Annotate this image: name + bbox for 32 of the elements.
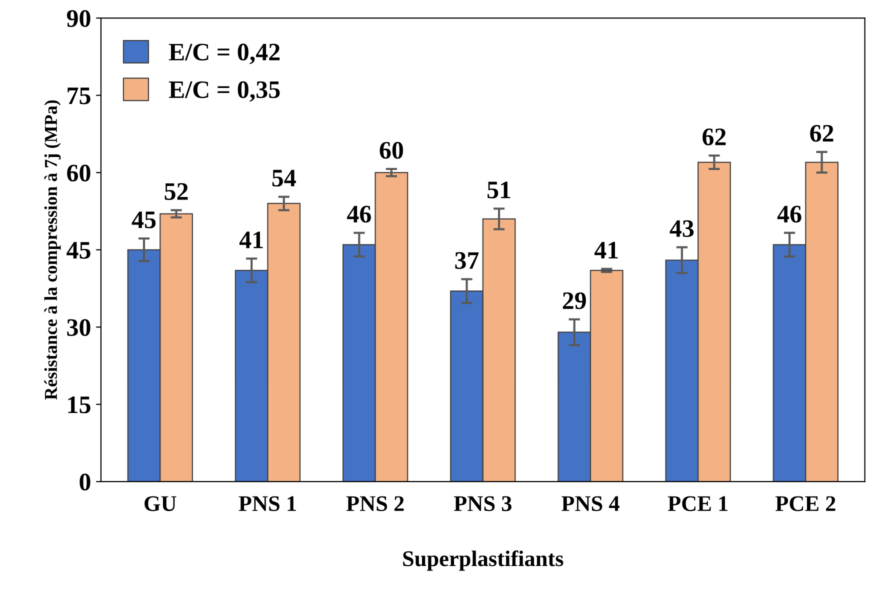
data-label: 52 [164,183,188,200]
data-label: 60 [380,142,403,159]
x-tick-label: PNS 2 [346,496,404,512]
x-axis-title: Superplastifiants [403,550,564,571]
y-axis-title: Résistance à la compression à 7j (MPa) [44,100,61,400]
legend-label: E/C = 0,35 [168,81,280,102]
y-tick-label: 30 [67,319,90,336]
y-tick-label: 75 [68,88,90,104]
data-label: 29 [562,292,586,310]
legend-label: E/C = 0,42 [168,44,280,64]
x-tick-label: GU [144,496,176,512]
data-label: 41 [239,232,263,248]
data-label: 45 [132,212,156,228]
data-label: 62 [810,124,834,142]
data-label: 62 [702,128,726,146]
data-label: 46 [347,206,371,223]
x-tick-label: PNS 3 [454,496,512,512]
y-tick-label: 90 [66,10,90,27]
y-tick-label: 0 [80,474,90,491]
data-label: 51 [488,182,510,198]
y-tick-label: 15 [68,396,90,414]
x-tick-label: PCE 2 [775,496,836,512]
x-tick-label: PNS 1 [238,496,296,512]
data-label: 37 [455,252,479,269]
data-label: 41 [594,242,618,258]
y-tick-label: 60 [67,164,90,182]
data-label: 43 [670,220,694,238]
x-tick-label: PCE 1 [668,496,728,512]
y-tick-label: 45 [66,242,90,259]
data-label: 46 [777,206,802,223]
data-label: 54 [272,170,296,187]
x-tick-label: PNS 4 [562,496,620,512]
